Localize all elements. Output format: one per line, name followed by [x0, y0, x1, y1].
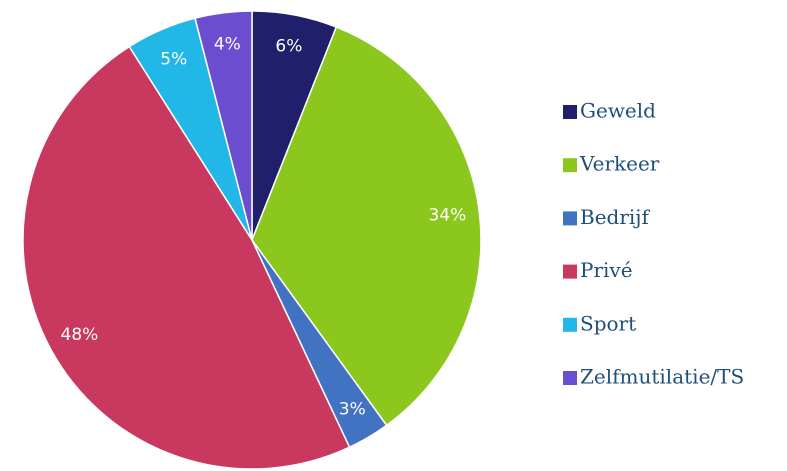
data-label: 3% — [339, 400, 366, 420]
legend-label: Bedrijf — [580, 205, 650, 229]
data-label: 34% — [428, 205, 466, 225]
data-label: 6% — [275, 37, 302, 57]
legend-swatch — [563, 317, 577, 332]
data-label: 5% — [160, 49, 187, 69]
legend-label: Zelfmutilatie/TS — [580, 365, 744, 389]
legend-label: Verkeer — [579, 152, 660, 176]
legend-swatch — [563, 158, 577, 173]
legend-swatch — [563, 211, 577, 226]
pie-slice — [194, 10, 253, 241]
legend-swatch — [563, 105, 577, 119]
legend-swatch — [563, 264, 577, 279]
legend-label: Sport — [580, 311, 636, 335]
data-label: 48% — [61, 325, 99, 345]
data-label: 4% — [214, 35, 241, 55]
legend-swatch — [563, 371, 577, 385]
pie-slice — [251, 26, 482, 427]
legend-label: Geweld — [580, 99, 656, 123]
legend-label: Privé — [580, 258, 633, 282]
pie-slice — [22, 45, 351, 470]
